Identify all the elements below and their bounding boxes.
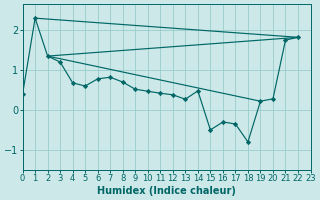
- X-axis label: Humidex (Indice chaleur): Humidex (Indice chaleur): [97, 186, 236, 196]
